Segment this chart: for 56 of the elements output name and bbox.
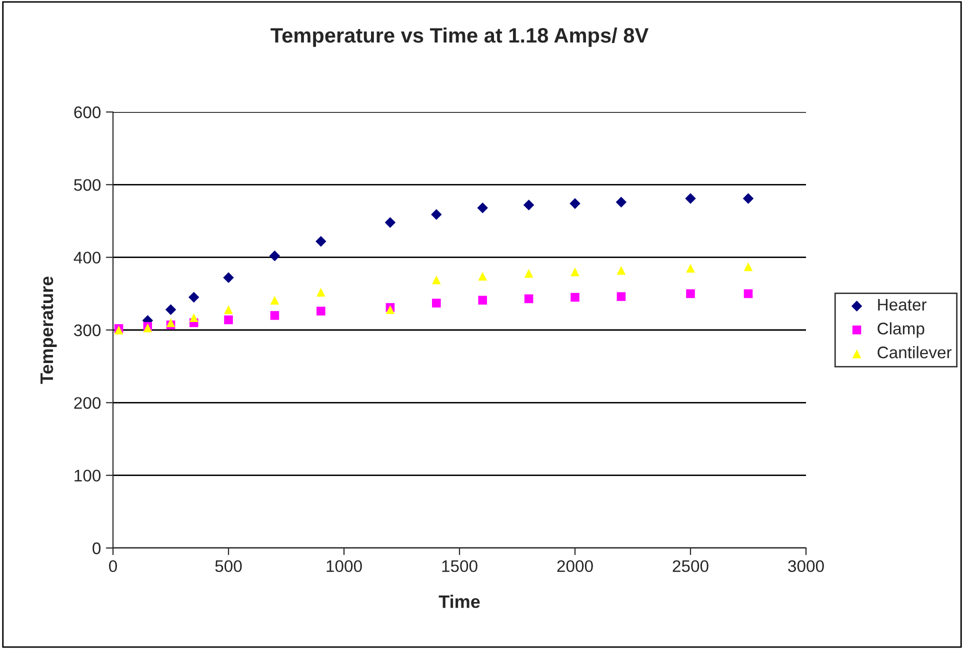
point — [570, 267, 580, 276]
point — [570, 198, 580, 209]
point — [524, 268, 534, 278]
point — [744, 289, 753, 298]
point — [523, 200, 534, 210]
y-tick-label: 0 — [92, 542, 101, 554]
point — [616, 196, 627, 208]
point — [478, 296, 487, 305]
x-tick-label: 0 — [109, 560, 117, 572]
point — [270, 296, 280, 305]
point — [189, 313, 198, 322]
y-tick-label: 300 — [74, 324, 101, 336]
point — [432, 275, 441, 284]
point — [686, 289, 695, 298]
x-tick-label: 1500 — [442, 560, 478, 572]
point — [316, 288, 326, 297]
x-tick-label: 500 — [215, 560, 242, 572]
point — [316, 236, 326, 247]
point — [224, 315, 233, 324]
point — [431, 209, 442, 220]
point — [166, 318, 176, 328]
y-tick-label: 600 — [74, 106, 101, 118]
y-tick-label: 400 — [74, 252, 101, 264]
point — [269, 250, 280, 262]
point — [478, 272, 487, 281]
legend-label: Cantilever — [878, 346, 952, 358]
x-tick-label: 3000 — [788, 560, 824, 572]
x-tick-label: 2500 — [672, 560, 708, 572]
point — [270, 311, 280, 320]
legend-label: Heater — [878, 298, 927, 311]
point — [524, 294, 534, 304]
point — [616, 292, 626, 301]
x-tick-label: 2000 — [557, 560, 593, 572]
point — [570, 292, 580, 302]
point — [477, 202, 488, 214]
point — [384, 217, 396, 228]
point — [432, 298, 441, 308]
x-axis-title: Time — [438, 594, 480, 608]
y-tick-label: 200 — [74, 397, 101, 409]
point — [316, 306, 326, 316]
y-tick-label: 100 — [74, 470, 101, 482]
point — [224, 305, 233, 314]
legend-label: Clamp — [878, 322, 924, 338]
x-tick-label: 1000 — [326, 560, 362, 572]
point — [386, 305, 395, 314]
point — [744, 262, 753, 272]
point — [686, 264, 695, 273]
point — [742, 193, 754, 204]
point — [223, 272, 234, 284]
chart-title: Temperature vs Time at 1.18 Amps/ 8V — [270, 27, 648, 47]
point — [616, 266, 626, 275]
point — [685, 193, 696, 204]
point — [165, 304, 176, 316]
y-axis-title: Temperature — [40, 276, 57, 384]
point — [188, 292, 200, 303]
y-tick-label: 500 — [74, 179, 101, 191]
